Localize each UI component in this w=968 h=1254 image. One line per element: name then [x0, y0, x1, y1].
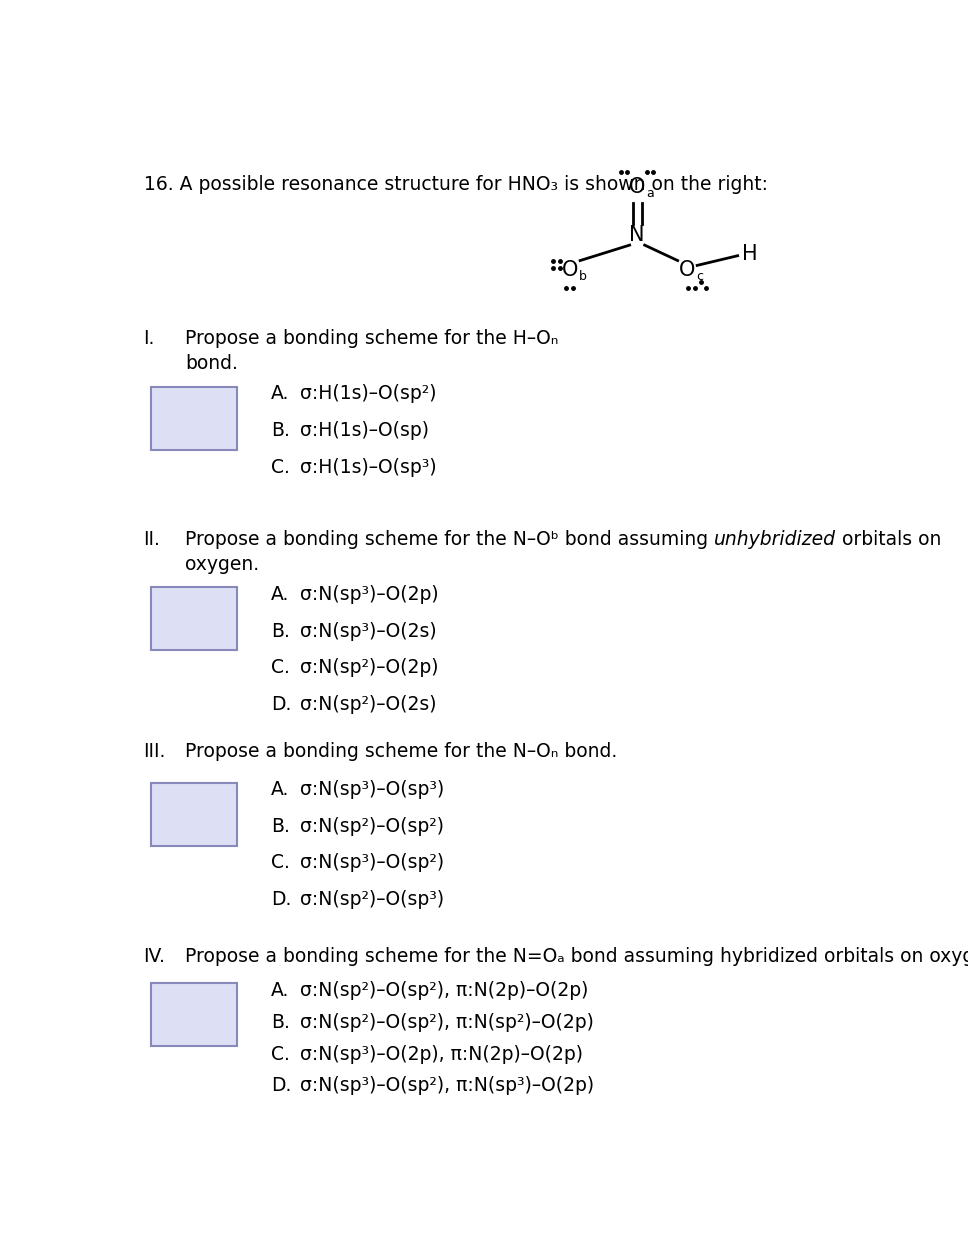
Text: IV.: IV. [143, 947, 166, 966]
Text: A.: A. [271, 780, 289, 799]
Text: σ:N(sp²)–O(2s): σ:N(sp²)–O(2s) [299, 695, 436, 714]
Text: D.: D. [271, 695, 291, 714]
Text: II.: II. [143, 530, 161, 549]
Text: Propose a bonding scheme for the N–Oₙ bond.: Propose a bonding scheme for the N–Oₙ bo… [185, 742, 617, 761]
Text: H: H [741, 243, 758, 263]
Text: I.: I. [143, 329, 155, 349]
Text: Propose a bonding scheme for the N=Oₐ bond assuming hybridized orbitals on oxyge: Propose a bonding scheme for the N=Oₐ bo… [185, 947, 968, 966]
Text: σ:H(1s)–O(sp³): σ:H(1s)–O(sp³) [299, 458, 437, 477]
Text: A.: A. [271, 384, 289, 403]
Text: c: c [697, 271, 704, 283]
Text: σ:N(sp³)–O(2s): σ:N(sp³)–O(2s) [299, 622, 437, 641]
Text: O: O [629, 177, 646, 197]
Text: 16. A possible resonance structure for HNO₃ is shown on the right:: 16. A possible resonance structure for H… [143, 174, 768, 193]
Text: b: b [579, 271, 587, 283]
Text: unhybridized: unhybridized [713, 530, 836, 549]
Text: B.: B. [271, 622, 289, 641]
Text: D.: D. [271, 1076, 291, 1096]
Text: C.: C. [271, 854, 289, 873]
Text: σ:N(sp³)–O(sp²), π:N(sp³)–O(2p): σ:N(sp³)–O(sp²), π:N(sp³)–O(2p) [299, 1076, 593, 1096]
Text: bond.: bond. [185, 354, 237, 374]
Text: σ:H(1s)–O(sp²): σ:H(1s)–O(sp²) [299, 384, 436, 403]
Text: C.: C. [271, 658, 289, 677]
Text: Propose a bonding scheme for the H–Oₙ: Propose a bonding scheme for the H–Oₙ [185, 329, 559, 349]
Text: B.: B. [271, 421, 289, 440]
Text: A.: A. [271, 981, 289, 999]
Text: N: N [629, 226, 645, 246]
Text: a: a [646, 187, 653, 201]
Text: C.: C. [271, 1045, 289, 1063]
Text: orbitals on: orbitals on [836, 530, 941, 549]
Text: B.: B. [271, 1013, 289, 1032]
Text: σ:N(sp³)–O(2p): σ:N(sp³)–O(2p) [299, 584, 439, 604]
Bar [151, 587, 237, 650]
Text: Propose a bonding scheme for the N–Oᵇ bond assuming: Propose a bonding scheme for the N–Oᵇ bo… [185, 530, 713, 549]
Bar [151, 387, 237, 450]
Text: O: O [561, 261, 578, 280]
Text: σ:N(sp²)–O(sp²): σ:N(sp²)–O(sp²) [299, 816, 443, 835]
Text: σ:N(sp³)–O(2p), π:N(2p)–O(2p): σ:N(sp³)–O(2p), π:N(2p)–O(2p) [299, 1045, 583, 1063]
Text: A.: A. [271, 584, 289, 604]
Text: σ:N(sp²)–O(sp²), π:N(sp²)–O(2p): σ:N(sp²)–O(sp²), π:N(sp²)–O(2p) [299, 1013, 593, 1032]
Text: σ:N(sp³)–O(sp³): σ:N(sp³)–O(sp³) [299, 780, 443, 799]
Text: O: O [680, 261, 696, 280]
Text: σ:N(sp²)–O(2p): σ:N(sp²)–O(2p) [299, 658, 439, 677]
Bar [151, 983, 237, 1046]
Bar [151, 782, 237, 845]
Text: σ:N(sp³)–O(sp²): σ:N(sp³)–O(sp²) [299, 854, 443, 873]
Text: III.: III. [143, 742, 166, 761]
Text: C.: C. [271, 458, 289, 477]
Text: σ:H(1s)–O(sp): σ:H(1s)–O(sp) [299, 421, 429, 440]
Text: σ:N(sp²)–O(sp³): σ:N(sp²)–O(sp³) [299, 890, 443, 909]
Text: oxygen.: oxygen. [185, 556, 258, 574]
Text: D.: D. [271, 890, 291, 909]
Text: B.: B. [271, 816, 289, 835]
Text: σ:N(sp²)–O(sp²), π:N(2p)–O(2p): σ:N(sp²)–O(sp²), π:N(2p)–O(2p) [299, 981, 588, 999]
